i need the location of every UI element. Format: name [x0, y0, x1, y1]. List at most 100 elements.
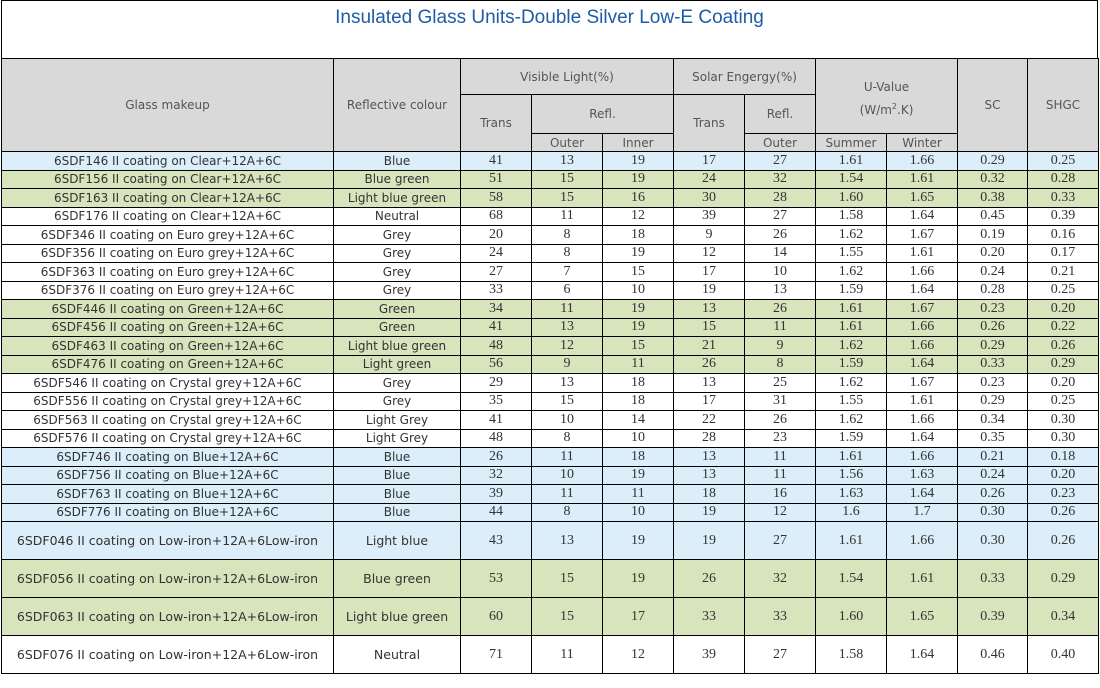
cell-u-summer: 1.6 — [815, 502, 888, 522]
cell-u-winter: 1.65 — [886, 188, 959, 208]
cell-shgc: 0.21 — [1027, 262, 1100, 282]
cell-se-trans: 13 — [673, 465, 745, 485]
cell-vl-inner: 19 — [602, 521, 674, 560]
cell-vl-inner: 19 — [602, 559, 674, 598]
table-row: 6SDF163 II coating on Clear+12A+6C Light … — [1, 188, 1100, 208]
cell-vl-trans: 60 — [460, 597, 532, 636]
cell-vl-inner: 19 — [602, 243, 674, 263]
cell-reflective-colour: Blue — [333, 484, 461, 504]
cell-se-outer: 27 — [743, 151, 817, 171]
cell-sc: 0.29 — [957, 391, 1029, 411]
cell-u-winter: 1.67 — [886, 299, 959, 319]
cell-vl-trans: 29 — [460, 373, 532, 393]
cell-u-winter: 1.61 — [886, 391, 959, 411]
cell-se-outer: 12 — [743, 502, 817, 522]
cell-vl-trans: 41 — [460, 410, 532, 430]
table-row: 6SDF576 II coating on Crystal grey+12A+6… — [1, 428, 1100, 448]
cell-vl-trans: 51 — [460, 169, 532, 189]
cell-glass-makeup: 6SDF046 II coating on Low-iron+12A+6Low-… — [1, 521, 334, 560]
table-body: 6SDF146 II coating on Clear+12A+6C Blue 41… — [1, 151, 1100, 674]
cell-vl-trans: 58 — [460, 188, 532, 208]
cell-vl-inner: 19 — [602, 465, 674, 485]
cell-vl-inner: 12 — [602, 206, 674, 226]
cell-se-outer: 25 — [743, 373, 817, 393]
cell-glass-makeup: 6SDF576 II coating on Crystal grey+12A+6… — [1, 428, 334, 448]
cell-se-trans: 13 — [673, 373, 745, 393]
cell-se-trans: 28 — [673, 428, 745, 448]
cell-se-trans: 9 — [673, 225, 745, 245]
cell-glass-makeup: 6SDF746 II coating on Blue+12A+6C — [1, 447, 334, 467]
cell-vl-outer: 13 — [531, 521, 603, 560]
cell-vl-outer: 10 — [531, 410, 603, 430]
cell-se-outer: 13 — [743, 280, 817, 300]
header-vl-inner: Inner — [602, 133, 674, 152]
cell-shgc: 0.18 — [1027, 447, 1100, 467]
cell-se-outer: 11 — [743, 447, 817, 467]
cell-sc: 0.46 — [957, 635, 1029, 674]
cell-se-trans: 30 — [673, 188, 745, 208]
cell-vl-trans: 35 — [460, 391, 532, 411]
cell-u-winter: 1.64 — [886, 635, 959, 674]
cell-glass-makeup: 6SDF163 II coating on Clear+12A+6C — [1, 188, 334, 208]
cell-u-winter: 1.66 — [886, 336, 959, 356]
cell-vl-inner: 19 — [602, 317, 674, 337]
cell-u-summer: 1.54 — [815, 169, 888, 189]
cell-vl-trans: 32 — [460, 465, 532, 485]
page-title: Insulated Glass Units-Double Silver Low-… — [335, 7, 764, 28]
cell-vl-inner: 19 — [602, 151, 674, 171]
header-vl-refl: Refl. — [531, 94, 674, 134]
table-row: 6SDF156 II coating on Clear+12A+6C Blue g… — [1, 169, 1100, 189]
cell-se-trans: 19 — [673, 521, 745, 560]
cell-se-outer: 9 — [743, 336, 817, 356]
cell-u-winter: 1.67 — [886, 373, 959, 393]
cell-reflective-colour: Grey — [333, 243, 461, 263]
cell-vl-outer: 15 — [531, 169, 603, 189]
cell-sc: 0.32 — [957, 169, 1029, 189]
cell-reflective-colour: Neutral — [333, 635, 461, 674]
glass-data-table: Glass makeup Reflective colour Visible L… — [1, 58, 1100, 674]
cell-vl-inner: 10 — [602, 280, 674, 300]
cell-se-trans: 13 — [673, 447, 745, 467]
cell-u-winter: 1.7 — [886, 502, 959, 522]
cell-vl-outer: 11 — [531, 299, 603, 319]
cell-glass-makeup: 6SDF376 II coating on Euro grey+12A+6C — [1, 280, 334, 300]
cell-glass-makeup: 6SDF456 II coating on Green+12A+6C — [1, 317, 334, 337]
table-row: 6SDF376 II coating on Euro grey+12A+6C Gr… — [1, 280, 1100, 300]
cell-u-summer: 1.61 — [815, 447, 888, 467]
cell-vl-trans: 71 — [460, 635, 532, 674]
table-row: 6SDF776 II coating on Blue+12A+6C Blue 44 8… — [1, 502, 1100, 522]
cell-vl-inner: 19 — [602, 169, 674, 189]
cell-sc: 0.35 — [957, 428, 1029, 448]
cell-reflective-colour: Grey — [333, 280, 461, 300]
cell-u-summer: 1.60 — [815, 188, 888, 208]
cell-glass-makeup: 6SDF363 II coating on Euro grey+12A+6C — [1, 262, 334, 282]
cell-vl-inner: 18 — [602, 373, 674, 393]
cell-se-outer: 32 — [743, 169, 817, 189]
cell-glass-makeup: 6SDF146 II coating on Clear+12A+6C — [1, 151, 334, 171]
cell-sc: 0.23 — [957, 373, 1029, 393]
cell-reflective-colour: Grey — [333, 391, 461, 411]
cell-vl-outer: 15 — [531, 188, 603, 208]
cell-sc: 0.26 — [957, 484, 1029, 504]
cell-vl-trans: 34 — [460, 299, 532, 319]
cell-glass-makeup: 6SDF056 II coating on Low-iron+12A+6Low-… — [1, 559, 334, 598]
cell-shgc: 0.20 — [1027, 299, 1100, 319]
cell-se-outer: 27 — [743, 521, 817, 560]
cell-u-winter: 1.61 — [886, 559, 959, 598]
header-u-summer: Summer — [815, 133, 888, 152]
cell-vl-outer: 15 — [531, 391, 603, 411]
cell-vl-trans: 41 — [460, 151, 532, 171]
cell-se-outer: 14 — [743, 243, 817, 263]
header-sc: SC — [957, 58, 1029, 152]
cell-se-outer: 16 — [743, 484, 817, 504]
cell-u-winter: 1.66 — [886, 447, 959, 467]
cell-u-summer: 1.62 — [815, 410, 888, 430]
table-row: 6SDF476 II coating on Green+12A+6C Light … — [1, 354, 1100, 374]
cell-shgc: 0.39 — [1027, 206, 1100, 226]
cell-u-winter: 1.65 — [886, 597, 959, 636]
cell-se-trans: 26 — [673, 354, 745, 374]
cell-shgc: 0.17 — [1027, 243, 1100, 263]
cell-shgc: 0.22 — [1027, 317, 1100, 337]
header-u-winter: Winter — [886, 133, 959, 152]
cell-reflective-colour: Grey — [333, 262, 461, 282]
